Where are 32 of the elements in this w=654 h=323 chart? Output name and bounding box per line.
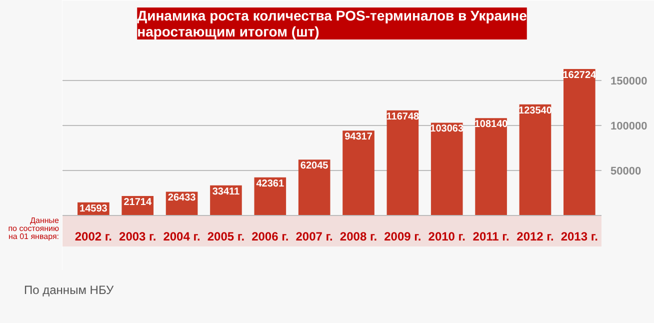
y-tick-label: 150000	[610, 76, 648, 88]
y-tick-label: 100000	[610, 120, 648, 132]
y-tick-label: 50000	[610, 166, 642, 178]
text: По данным НБУ	[24, 282, 114, 299]
bar	[475, 118, 507, 216]
chart-title: Динамика роста количества POS-терминалов в Украине наростающим итогом (шт)	[137, 8, 528, 40]
x-tick-label: 2005 г.	[207, 230, 245, 244]
bar	[298, 160, 330, 216]
x-tick-label: 2010 г.	[428, 230, 466, 244]
x-tick-label: 2009 г.	[384, 230, 422, 244]
bar	[430, 122, 463, 216]
x-tick-label: 2013 г.	[560, 230, 598, 244]
x-tick-label: 2011 г.	[472, 230, 510, 244]
bar	[386, 110, 419, 216]
bar	[342, 130, 374, 216]
x-tick-label: 2008 г.	[340, 230, 378, 244]
data-label: 33411	[212, 186, 240, 198]
x-tick-label: 2003 г.	[119, 230, 156, 244]
x-tick-label: 2004 г.	[163, 230, 200, 244]
x-tick-label: 2007 г.	[296, 230, 333, 244]
x-axis-title: Данные по состоянию на 01 января:	[8, 216, 59, 241]
x-tick-label: 2012 г.	[516, 230, 554, 244]
data-label: 21714	[124, 196, 152, 208]
data-label: 42361	[256, 178, 284, 190]
x-tick-label: 2006 г.	[252, 230, 289, 244]
data-label: 94317	[344, 132, 373, 143]
x-tick-label: 2002 г.	[74, 230, 112, 244]
data-label: 14593	[80, 203, 108, 214]
bar	[564, 69, 596, 216]
bar	[519, 104, 552, 216]
data-label: 26433	[168, 192, 196, 204]
data-label: 62045	[300, 160, 329, 172]
